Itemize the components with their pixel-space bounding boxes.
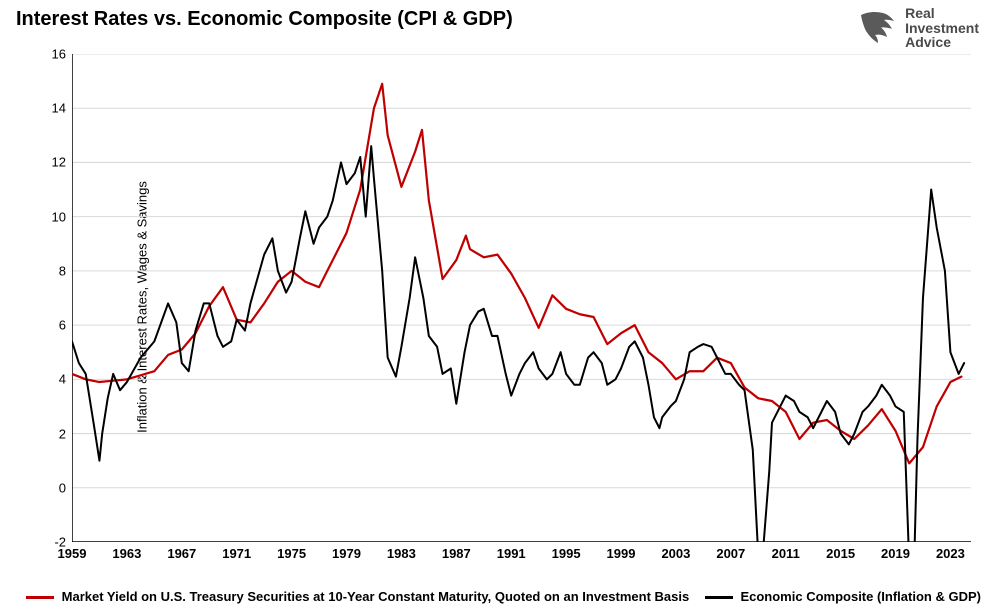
y-tick-label: 0 (59, 480, 66, 495)
series-market_yield (72, 84, 961, 464)
y-tick-label: 4 (59, 372, 66, 387)
y-tick-label: 12 (52, 155, 66, 170)
legend: Market Yield on U.S. Treasury Securities… (0, 589, 995, 604)
chart-container: Interest Rates vs. Economic Composite (C… (0, 0, 995, 614)
x-tick-label: 2007 (716, 546, 745, 561)
x-tick-label: 1995 (552, 546, 581, 561)
chart-title: Interest Rates vs. Economic Composite (C… (16, 8, 513, 31)
series-economic_composite (72, 146, 964, 542)
x-tick-label: 1971 (222, 546, 251, 561)
x-tick-label: 1975 (277, 546, 306, 561)
chart-area: Inflation & Interest Rates, Wages & Savi… (18, 44, 977, 570)
x-tick-label: 1979 (332, 546, 361, 561)
x-tick-label: 1959 (58, 546, 87, 561)
x-tick-label: 2011 (772, 546, 800, 561)
x-tick-label: 1987 (442, 546, 471, 561)
x-tick-label: 2015 (826, 546, 855, 561)
logo-word1: Real (905, 6, 979, 21)
x-tick-label: 1991 (497, 546, 526, 561)
x-tick-label: 1967 (167, 546, 196, 561)
y-tick-label: 14 (52, 101, 66, 116)
x-tick-label: 2023 (936, 546, 965, 561)
x-tick-label: 2003 (661, 546, 690, 561)
x-tick-label: 1999 (607, 546, 636, 561)
y-tick-label: 16 (52, 47, 66, 62)
legend-label-0: Market Yield on U.S. Treasury Securities… (62, 589, 690, 604)
x-tick-label: 1963 (112, 546, 141, 561)
plot-area: -202468101214161959196319671971197519791… (72, 54, 971, 542)
y-tick-label: 6 (59, 318, 66, 333)
logo-word2: Investment (905, 21, 979, 36)
y-tick-label: 2 (59, 426, 66, 441)
x-tick-label: 1983 (387, 546, 416, 561)
plot-svg (72, 54, 971, 542)
legend-swatch-1 (705, 596, 733, 599)
legend-label-1: Economic Composite (Inflation & GDP) (740, 589, 981, 604)
x-tick-label: 2019 (881, 546, 910, 561)
legend-swatch-0 (26, 596, 54, 599)
y-tick-label: 8 (59, 263, 66, 278)
eagle-icon (857, 9, 897, 47)
y-tick-label: 10 (52, 209, 66, 224)
